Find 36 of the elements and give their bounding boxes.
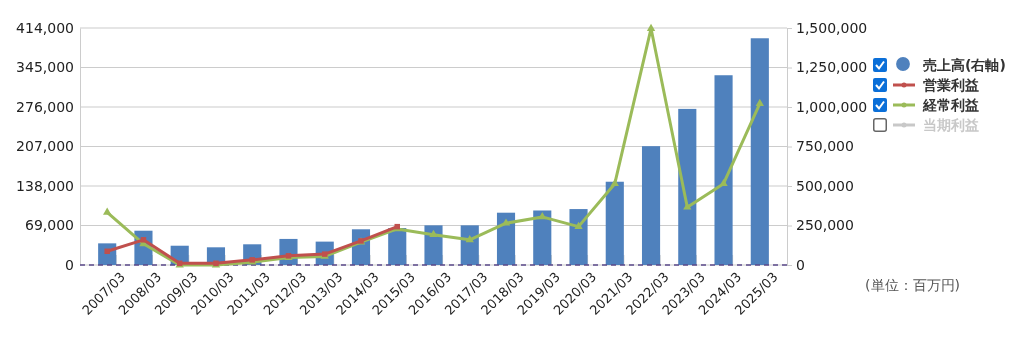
point <box>610 178 619 187</box>
legend-label: 経常利益 <box>922 97 979 113</box>
bar <box>533 210 552 265</box>
y2-tick-label: 500,000 <box>796 177 854 194</box>
y-tick-label: 69,000 <box>25 217 74 234</box>
bar <box>496 212 516 265</box>
legend-label: 営業利益 <box>923 77 979 93</box>
point <box>103 207 112 215</box>
bar <box>750 38 769 265</box>
point <box>140 237 147 243</box>
point <box>646 23 656 31</box>
point <box>465 235 474 243</box>
bar <box>569 209 588 265</box>
y-tick-label: 138,000 <box>16 177 74 194</box>
y-tick-label: 0 <box>65 256 74 273</box>
y-tick-label: 207,000 <box>16 138 74 155</box>
y-tick-label: 345,000 <box>16 59 74 76</box>
bar <box>714 75 733 265</box>
bar <box>641 146 661 265</box>
legend-label: 売上高(右軸) <box>923 57 1006 73</box>
text: (単位：百万円) <box>865 277 960 293</box>
y2-tick-label: 250,000 <box>796 217 854 234</box>
point <box>755 98 764 106</box>
point <box>538 212 547 220</box>
y2-tick-label: 750,000 <box>796 138 854 155</box>
y2-tick-label: 1,000,000 <box>796 98 868 115</box>
y2-tick-label: 0 <box>796 256 805 273</box>
point <box>719 178 728 187</box>
point <box>429 229 438 238</box>
y-tick-label: 414,000 <box>16 19 74 36</box>
point <box>574 221 583 230</box>
y-tick-label: 276,000 <box>16 98 74 115</box>
bar <box>678 108 697 265</box>
bar <box>605 181 624 265</box>
y2-tick-label: 1,250,000 <box>796 59 868 76</box>
y2-tick-label: 1,500,000 <box>796 19 868 36</box>
